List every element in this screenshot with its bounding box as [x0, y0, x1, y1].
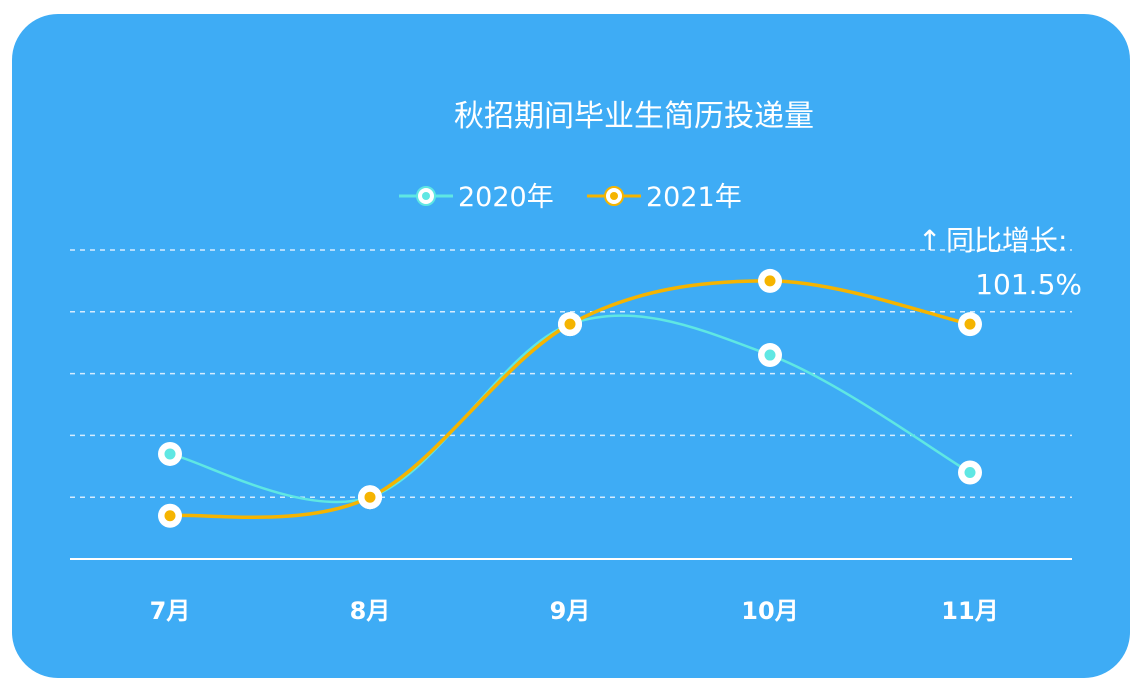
marker-center	[964, 466, 976, 478]
data-point-2021-1[interactable]	[358, 485, 382, 510]
marker-center	[364, 491, 376, 503]
x-tick-label: 8月	[350, 597, 391, 625]
chart-card: 秋招期间毕业生简历投递量 2020年 2021年 7月 8月 9月 10月 11月 ↑	[12, 14, 1130, 678]
marker-center	[764, 275, 776, 287]
legend-label-2021: 2021年	[646, 182, 742, 213]
marker-center	[564, 318, 576, 330]
data-point-2021-4[interactable]	[958, 312, 982, 337]
chart-title: 秋招期间毕业生简历投递量	[454, 99, 814, 134]
legend-label-2020: 2020年	[458, 182, 554, 213]
legend: 2020年 2021年	[399, 182, 742, 213]
legend-item-2021[interactable]: 2021年	[587, 182, 742, 213]
marker-center	[164, 448, 176, 460]
yoy-growth-annotation: ↑ 同比增长: 101.5%	[918, 224, 1082, 301]
legend-marker-2021-center	[610, 192, 618, 200]
marker-center	[964, 318, 976, 330]
series-line-2020	[169, 314, 971, 504]
growth-value: 101.5%	[975, 268, 1082, 301]
gridlines	[70, 249, 1072, 498]
data-point-2020-4[interactable]	[958, 460, 982, 485]
growth-label: 同比增长:	[946, 224, 1067, 257]
x-tick-label: 9月	[550, 597, 591, 625]
x-tick-label: 10月	[741, 597, 798, 625]
data-point-2021-0[interactable]	[158, 503, 182, 528]
growth-arrow: ↑	[918, 224, 941, 257]
data-point-2020-0[interactable]	[158, 441, 182, 466]
data-point-2021-2[interactable]	[558, 312, 582, 337]
marker-center	[164, 510, 176, 522]
legend-marker-2020-center	[422, 192, 430, 200]
line-chart: 秋招期间毕业生简历投递量 2020年 2021年 7月 8月 9月 10月 11月 ↑	[70, 99, 1082, 625]
x-axis-ticks: 7月 8月 9月 10月 11月	[150, 597, 999, 625]
data-markers	[158, 268, 982, 528]
x-tick-label: 11月	[941, 597, 998, 625]
x-tick-label: 7月	[150, 597, 191, 625]
data-point-2021-3[interactable]	[758, 268, 782, 293]
data-point-2020-3[interactable]	[758, 343, 782, 368]
legend-item-2020[interactable]: 2020年	[399, 182, 554, 213]
marker-center	[764, 349, 776, 361]
